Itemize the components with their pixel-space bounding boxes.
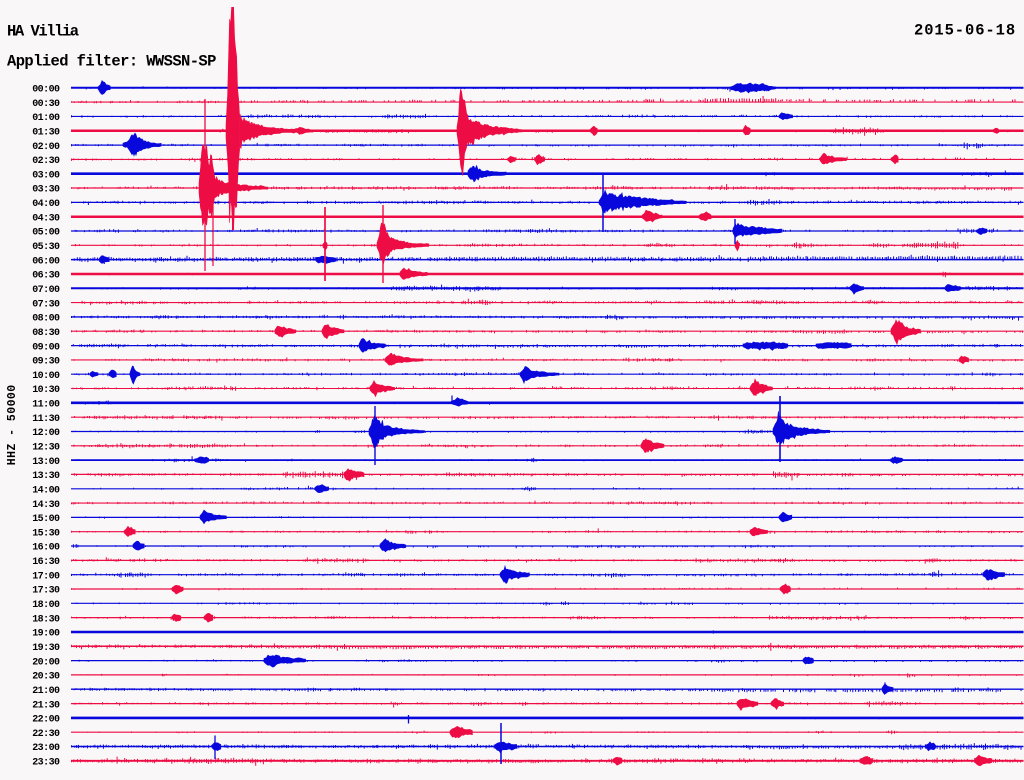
svg-text:06:30: 06:30	[32, 271, 60, 282]
svg-text:16:30: 16:30	[32, 557, 60, 568]
svg-text:21:00: 21:00	[32, 686, 60, 697]
svg-text:08:30: 08:30	[32, 328, 60, 339]
svg-text:13:00: 13:00	[32, 457, 60, 468]
svg-text:HHZ - 50000: HHZ - 50000	[6, 384, 19, 465]
svg-text:09:00: 09:00	[32, 342, 60, 353]
svg-text:01:00: 01:00	[32, 113, 60, 124]
svg-text:14:00: 14:00	[32, 486, 60, 497]
svg-text:15:00: 15:00	[32, 514, 60, 525]
svg-text:04:30: 04:30	[32, 213, 60, 224]
svg-text:00:00: 00:00	[32, 85, 60, 96]
svg-text:13:30: 13:30	[32, 471, 60, 482]
svg-text:09:30: 09:30	[32, 357, 60, 368]
svg-text:18:30: 18:30	[32, 614, 60, 625]
svg-text:23:00: 23:00	[32, 743, 60, 754]
svg-text:07:30: 07:30	[32, 299, 60, 310]
svg-text:16:00: 16:00	[32, 543, 60, 554]
svg-text:Applied filter: WWSSN-SP: Applied filter: WWSSN-SP	[7, 53, 216, 71]
svg-text:11:00: 11:00	[32, 400, 60, 411]
svg-text:21:30: 21:30	[32, 700, 60, 711]
svg-text:07:00: 07:00	[32, 285, 60, 296]
svg-text:10:00: 10:00	[32, 371, 60, 382]
svg-text:01:30: 01:30	[32, 128, 60, 139]
svg-text:2015-06-18: 2015-06-18	[914, 22, 1016, 40]
svg-text:22:30: 22:30	[32, 729, 60, 740]
svg-text:19:00: 19:00	[32, 629, 60, 640]
svg-text:08:00: 08:00	[32, 314, 60, 325]
svg-text:19:30: 19:30	[32, 643, 60, 654]
svg-text:00:30: 00:30	[32, 99, 60, 110]
svg-text:17:00: 17:00	[32, 571, 60, 582]
svg-text:03:00: 03:00	[32, 170, 60, 181]
svg-text:12:00: 12:00	[32, 428, 60, 439]
svg-text:20:00: 20:00	[32, 657, 60, 668]
svg-text:06:00: 06:00	[32, 256, 60, 267]
svg-text:15:30: 15:30	[32, 528, 60, 539]
svg-text:03:30: 03:30	[32, 185, 60, 196]
svg-text:20:30: 20:30	[32, 672, 60, 683]
svg-text:02:00: 02:00	[32, 142, 60, 153]
svg-text:HA Villia: HA Villia	[7, 23, 79, 41]
svg-text:04:00: 04:00	[32, 199, 60, 210]
svg-text:10:30: 10:30	[32, 385, 60, 396]
svg-text:02:30: 02:30	[32, 156, 60, 167]
svg-text:17:30: 17:30	[32, 586, 60, 597]
svg-text:23:30: 23:30	[32, 758, 60, 769]
svg-text:18:00: 18:00	[32, 600, 60, 611]
svg-text:14:30: 14:30	[32, 500, 60, 511]
svg-text:11:30: 11:30	[32, 414, 60, 425]
svg-text:05:30: 05:30	[32, 242, 60, 253]
svg-text:12:30: 12:30	[32, 443, 60, 454]
svg-text:22:00: 22:00	[32, 715, 60, 726]
svg-text:05:00: 05:00	[32, 228, 60, 239]
